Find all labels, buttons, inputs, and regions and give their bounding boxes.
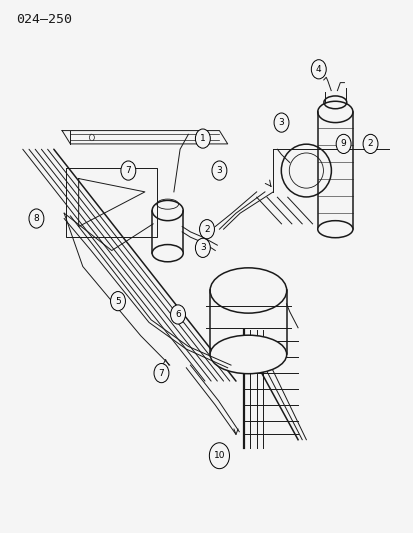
Circle shape [195, 129, 210, 148]
Circle shape [110, 292, 125, 311]
Text: 5: 5 [115, 297, 121, 305]
Circle shape [121, 161, 135, 180]
Text: 1: 1 [199, 134, 205, 143]
Circle shape [335, 134, 350, 154]
Text: 6: 6 [175, 310, 180, 319]
Text: 3: 3 [199, 244, 205, 252]
Text: 024–250: 024–250 [17, 13, 72, 26]
Text: 7: 7 [158, 369, 164, 377]
Circle shape [170, 305, 185, 324]
Text: 9: 9 [340, 140, 346, 148]
Ellipse shape [152, 245, 183, 262]
Text: 8: 8 [33, 214, 39, 223]
Circle shape [195, 238, 210, 257]
Text: 4: 4 [315, 65, 321, 74]
Text: 2: 2 [204, 225, 209, 233]
Circle shape [362, 134, 377, 154]
Circle shape [154, 364, 169, 383]
Circle shape [89, 134, 94, 141]
Circle shape [29, 209, 44, 228]
Circle shape [211, 161, 226, 180]
Text: 3: 3 [216, 166, 222, 175]
Text: 3: 3 [278, 118, 284, 127]
Ellipse shape [317, 221, 352, 238]
Circle shape [199, 220, 214, 239]
Text: 10: 10 [213, 451, 225, 460]
Circle shape [209, 443, 229, 469]
Text: 7: 7 [125, 166, 131, 175]
Ellipse shape [209, 335, 286, 374]
Circle shape [311, 60, 325, 79]
Circle shape [273, 113, 288, 132]
Text: 2: 2 [367, 140, 373, 148]
